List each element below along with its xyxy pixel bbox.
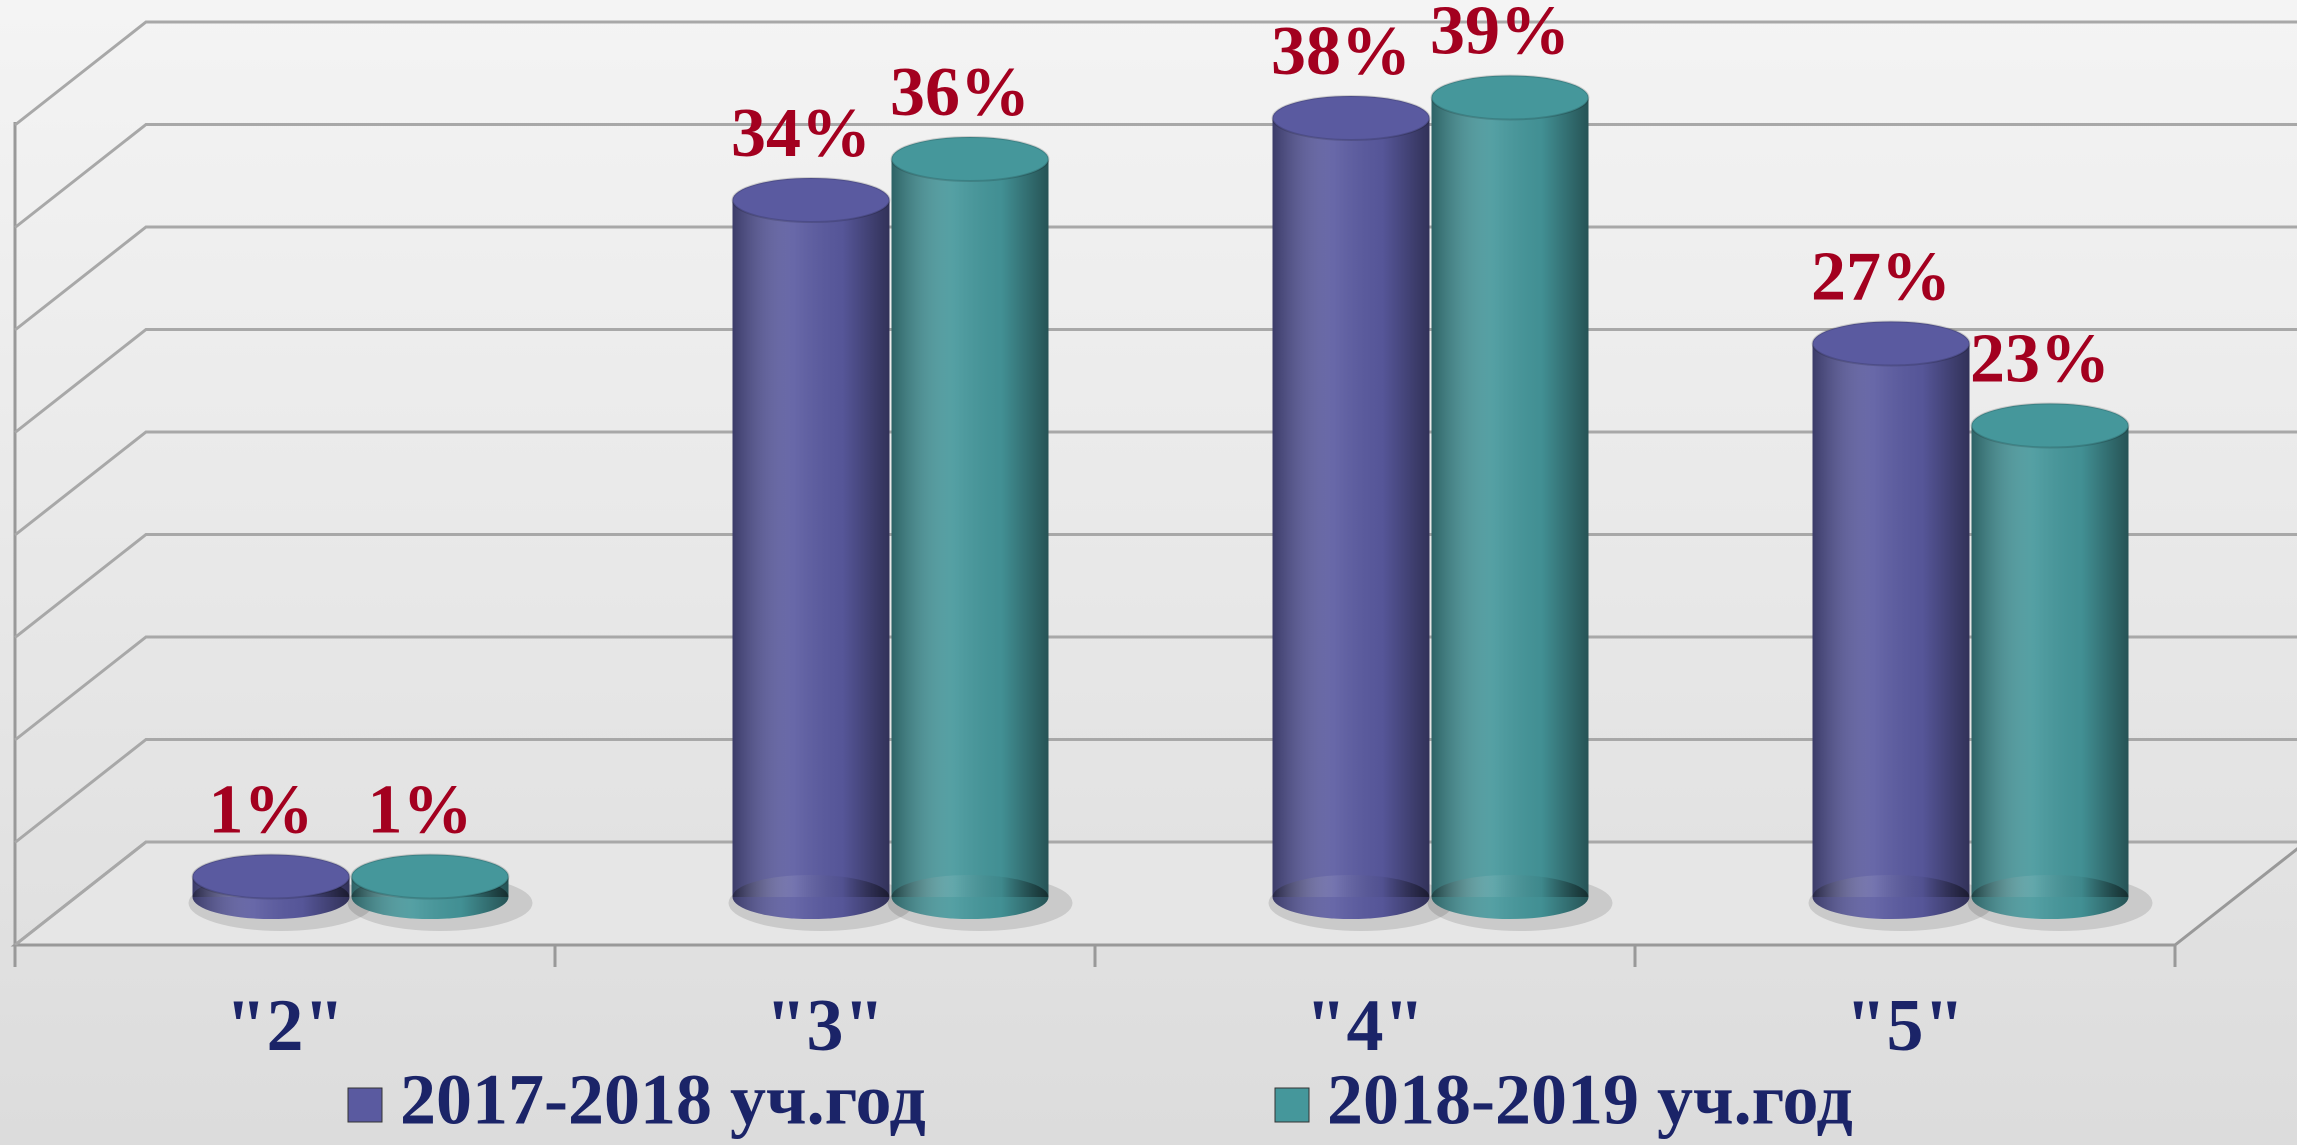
bar-shade xyxy=(732,200,890,897)
bar-shade xyxy=(1431,97,1589,897)
bar-shade xyxy=(1272,118,1430,897)
legend-label: 2017-2018 уч.год xyxy=(400,1060,926,1140)
bar-top xyxy=(890,136,1050,182)
bar-top xyxy=(350,853,510,900)
value-label: 23% xyxy=(1970,321,2110,398)
legend-swatch xyxy=(1274,1087,1310,1123)
bar-top xyxy=(1970,402,2130,449)
bar-top xyxy=(1430,74,1590,121)
x-tick-label: "2" xyxy=(225,985,344,1067)
value-label: 39% xyxy=(1430,0,1570,70)
grid-line xyxy=(14,20,2297,127)
x-tick-label: "5" xyxy=(1845,985,1964,1067)
value-label: 1% xyxy=(209,772,314,849)
value-label: 36% xyxy=(890,54,1030,131)
bar-top xyxy=(731,177,891,223)
value-label: 1% xyxy=(368,772,473,849)
bar-shade xyxy=(1812,343,1970,897)
legend-label: 2018-2019 уч.год xyxy=(1327,1060,1853,1140)
bar-shade xyxy=(891,159,1049,897)
bar-top xyxy=(1271,95,1431,141)
legend-swatch xyxy=(347,1087,383,1123)
x-tick-label: "4" xyxy=(1305,985,1424,1067)
value-label: 38% xyxy=(1271,13,1411,90)
x-tick-label: "3" xyxy=(765,985,884,1067)
value-label: 27% xyxy=(1811,239,1951,316)
value-label: 34% xyxy=(731,95,871,172)
bar-top xyxy=(191,853,351,900)
bar-top xyxy=(1811,320,1971,367)
bar-shade xyxy=(1971,425,2129,897)
